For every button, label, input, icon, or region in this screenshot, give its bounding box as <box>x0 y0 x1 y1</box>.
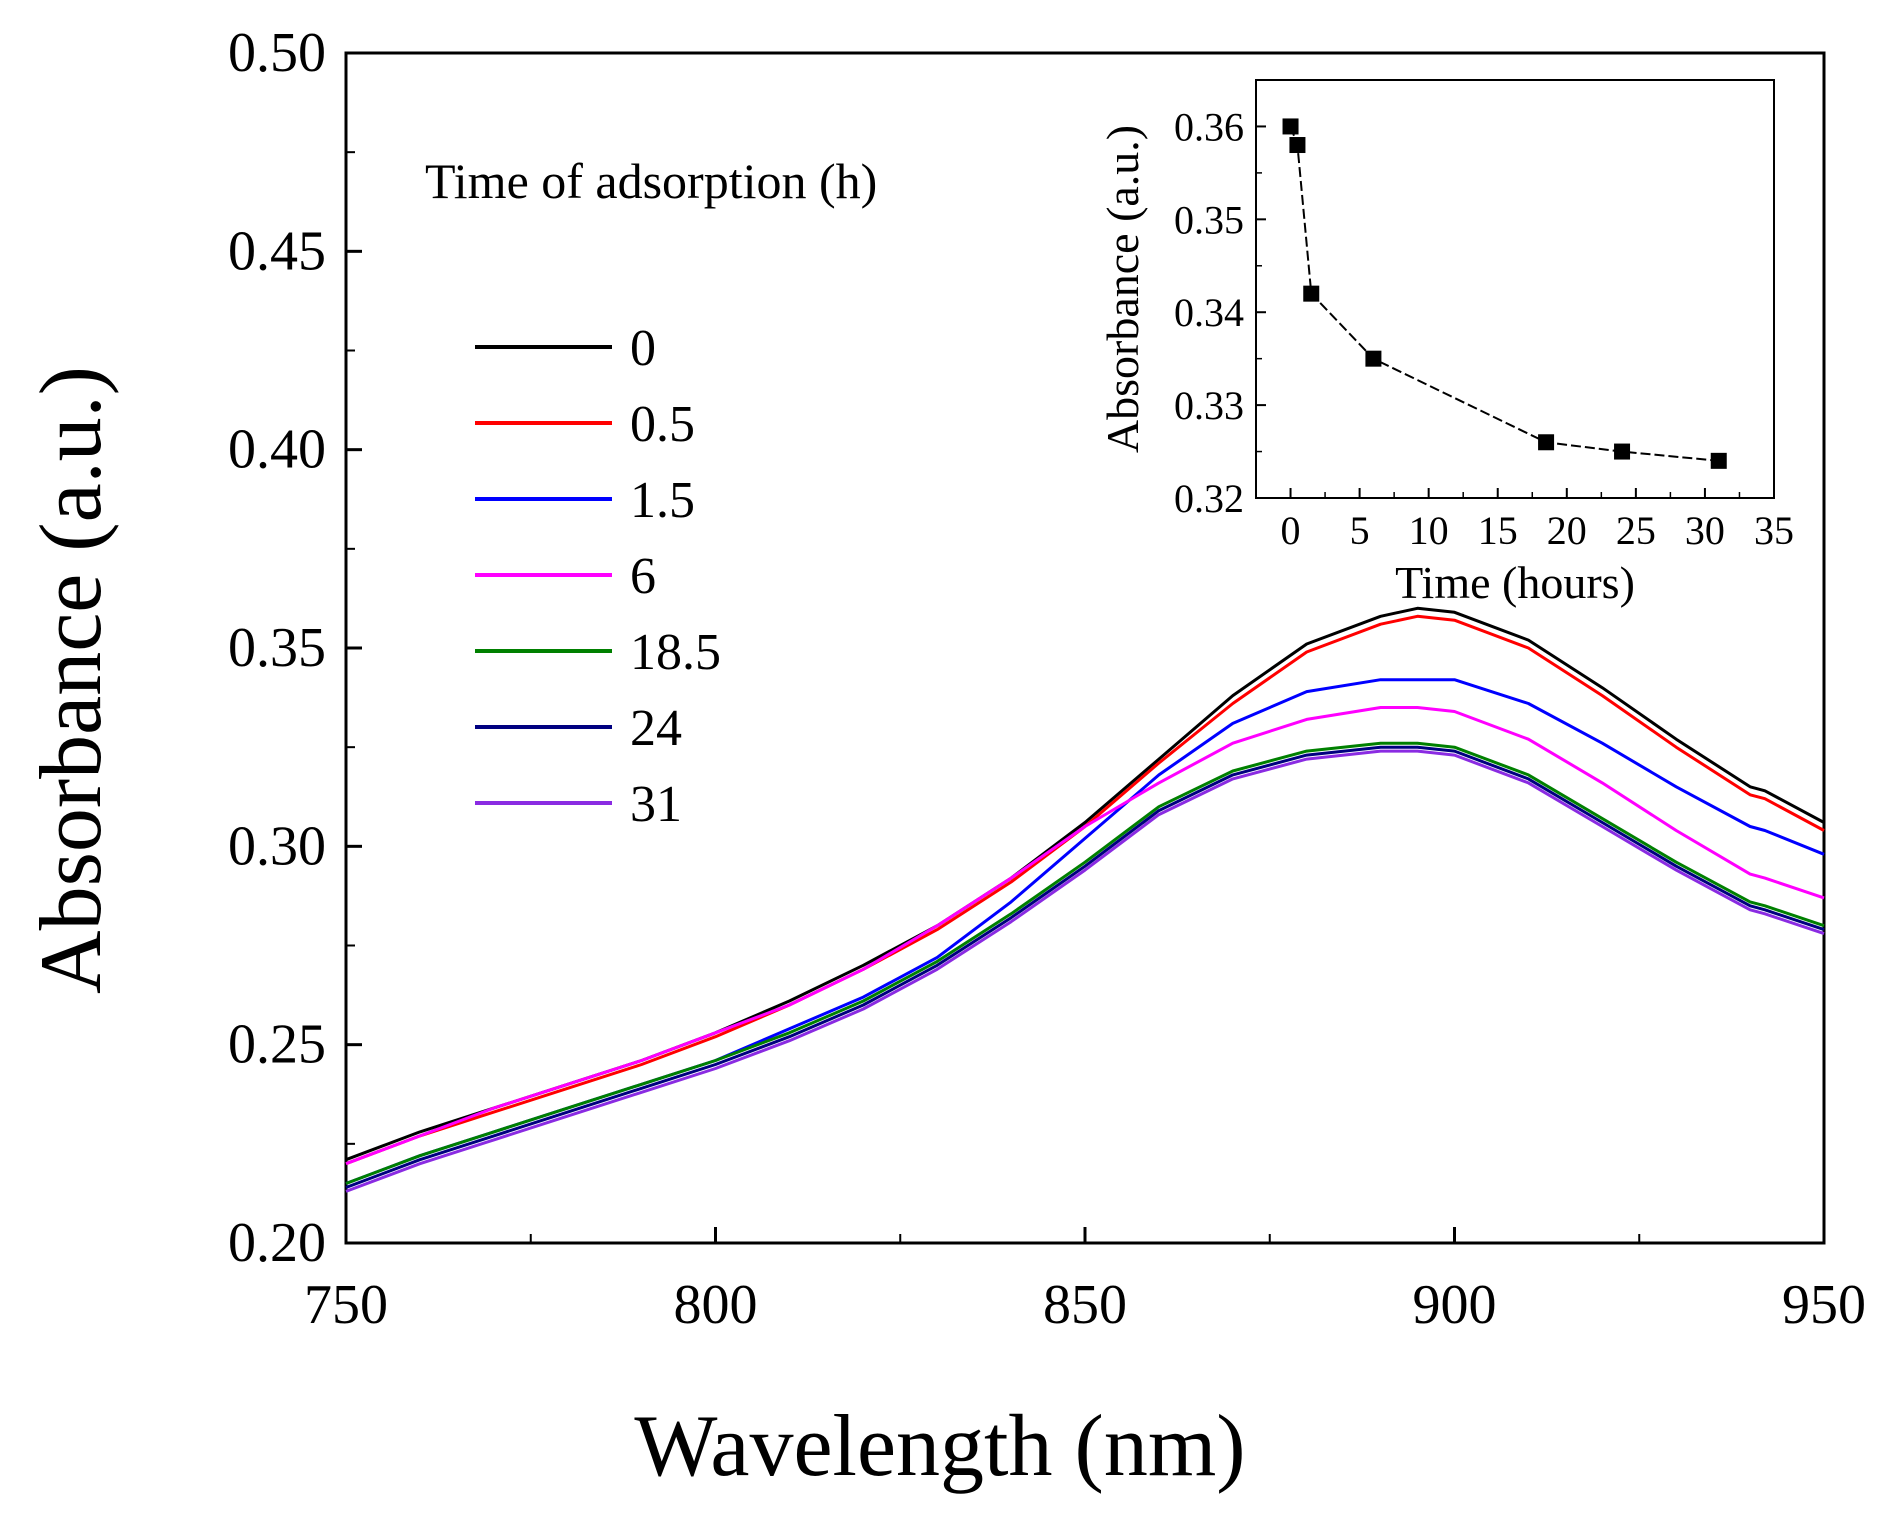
main-y-axis: 0.20 0.25 0.30 0.35 0.40 0.45 0.50 <box>228 22 362 1274</box>
legend-label: 1.5 <box>630 472 695 529</box>
inset-connector-line <box>1289 126 1719 462</box>
series-line-31 <box>345 749 1825 1193</box>
inset-data-point <box>1282 118 1299 135</box>
inset-x-tick-label: 25 <box>1616 508 1656 553</box>
series-line-24 <box>345 745 1825 1189</box>
inset-y-tick-label: 0.35 <box>1174 197 1244 242</box>
series-line-0.5 <box>345 614 1825 1166</box>
inset-x-axis-label: Time (hours) <box>1395 557 1635 608</box>
inset-x-tick-label: 30 <box>1685 508 1725 553</box>
inset-data-point <box>1614 443 1631 460</box>
inset-x-tick-label: 0 <box>1281 508 1301 553</box>
main-x-tick-label: 900 <box>1413 1274 1497 1336</box>
series-line-6 <box>345 706 1825 1166</box>
inset-chart: 0.32 0.33 0.34 0.35 0.36 0 5 10 15 20 25 30 35 Time… <box>1097 79 1794 608</box>
main-y-tick-label: 0.25 <box>228 1014 326 1076</box>
series-line-0 <box>345 606 1825 1162</box>
inset-data-point <box>1289 137 1306 154</box>
main-x-tick-label: 750 <box>304 1274 388 1336</box>
inset-data-point <box>1303 285 1320 302</box>
inset-y-tick-label: 0.32 <box>1174 476 1244 521</box>
series-line-18.5 <box>345 741 1825 1185</box>
main-y-tick-label: 0.40 <box>228 419 326 481</box>
inset-data-point <box>1538 434 1555 451</box>
main-x-tick-label: 850 <box>1043 1274 1127 1336</box>
inset-plot-frame <box>1255 79 1775 499</box>
inset-y-tick-label: 0.36 <box>1174 104 1244 149</box>
main-x-axis-label: Wavelength (nm) <box>634 1398 1245 1495</box>
legend: 0 0.5 1.5 6 18.5 24 31 <box>475 320 721 833</box>
legend-label: 31 <box>630 776 682 833</box>
inset-data-point <box>1365 350 1382 367</box>
inset-x-tick-label: 20 <box>1547 508 1587 553</box>
main-y-tick-label: 0.50 <box>228 22 326 84</box>
inset-data-point <box>1710 452 1727 469</box>
legend-title: Time of adsorption (h) <box>425 153 877 209</box>
inset-x-axis: 0 5 10 15 20 25 30 35 <box>1281 488 1794 553</box>
inset-y-tick-label: 0.33 <box>1174 383 1244 428</box>
main-y-axis-label: Absorbance (a.u.) <box>23 366 120 994</box>
main-x-axis: 750 800 850 900 950 <box>304 1227 1866 1336</box>
inset-y-tick-label: 0.34 <box>1174 290 1244 335</box>
legend-label: 0.5 <box>630 396 695 453</box>
inset-x-tick-label: 10 <box>1409 508 1449 553</box>
inset-x-tick-label: 15 <box>1478 508 1518 553</box>
inset-y-axis: 0.32 0.33 0.34 0.35 0.36 <box>1174 79 1266 521</box>
inset-y-axis-label: Absorbance (a.u.) <box>1097 125 1148 453</box>
main-y-tick-label: 0.35 <box>228 617 326 679</box>
main-y-tick-label: 0.20 <box>228 1212 326 1274</box>
legend-label: 0 <box>630 320 656 377</box>
main-series-group <box>345 606 1825 1193</box>
inset-x-tick-label: 35 <box>1754 508 1794 553</box>
legend-label: 24 <box>630 700 682 757</box>
inset-series-group <box>1282 118 1727 469</box>
inset-x-tick-label: 5 <box>1350 508 1370 553</box>
main-plot-frame <box>344 51 1826 1245</box>
main-x-tick-label: 800 <box>674 1274 758 1336</box>
main-y-tick-label: 0.30 <box>228 815 326 877</box>
legend-label: 18.5 <box>630 624 721 681</box>
legend-label: 6 <box>630 548 656 605</box>
main-chart: 0.200.250.300.350.400.450.50 750 800 850 90… <box>23 22 1866 1495</box>
main-y-tick-label: 0.45 <box>228 220 326 282</box>
main-x-tick-label: 950 <box>1782 1274 1866 1336</box>
